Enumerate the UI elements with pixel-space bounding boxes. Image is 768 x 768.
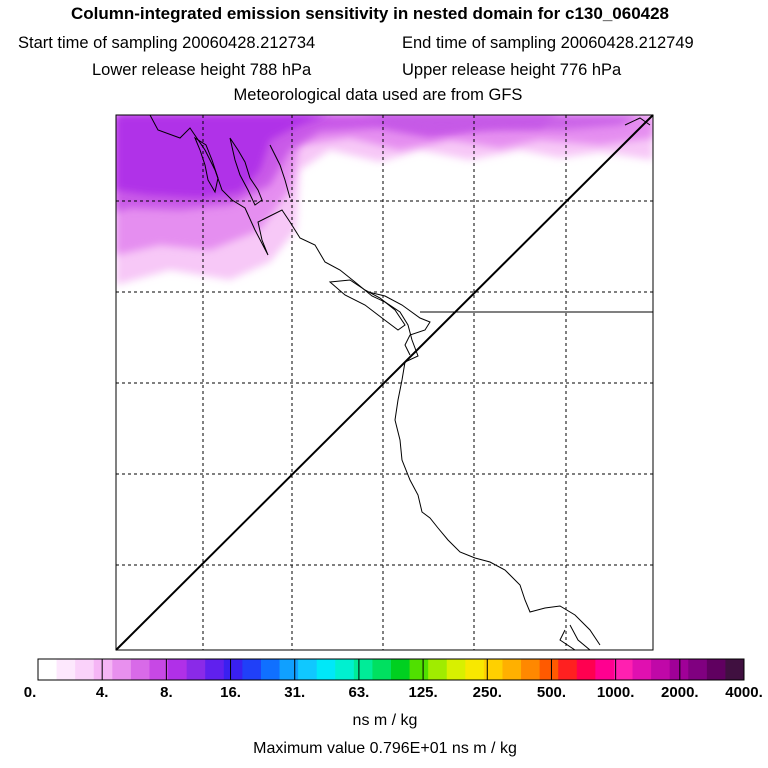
legend-swatch — [391, 659, 411, 680]
legend-swatch — [260, 659, 281, 680]
legend-label: 125. — [408, 684, 438, 701]
legend-swatch — [168, 659, 188, 680]
legend-swatch — [38, 659, 58, 680]
legend-swatch — [298, 659, 318, 680]
legend-label: 2000. — [661, 684, 699, 701]
legend-swatch — [428, 659, 448, 680]
legend-frame — [37, 658, 745, 681]
legend-swatch — [353, 659, 373, 680]
legend-swatch — [279, 659, 299, 680]
legend-swatch — [725, 659, 745, 680]
legend-swatch — [316, 659, 336, 680]
legend-swatch — [93, 659, 113, 680]
end-time: End time of sampling 20060428.212749 — [402, 34, 694, 52]
legend-swatch — [149, 659, 169, 680]
plume-core — [116, 115, 330, 198]
legend-label: 4. — [95, 684, 109, 701]
plume-top-band — [360, 115, 640, 132]
legend-label: 500. — [536, 684, 567, 701]
legend-swatch — [688, 659, 708, 680]
upper-release-height: Upper release height 776 hPa — [402, 61, 622, 79]
start-time: Start time of sampling 20060428.212734 — [18, 34, 316, 52]
legend-swatch — [651, 659, 671, 680]
legend-label: 0. — [23, 684, 37, 701]
legend-swatch — [446, 659, 466, 680]
legend-label: 4000. — [725, 684, 763, 701]
legend-swatch — [521, 659, 541, 680]
lower-release-height: Lower release height 788 hPa — [92, 61, 312, 79]
legend-swatch — [483, 659, 503, 680]
maximum-value: Maximum value 0.796E+01 ns m / kg — [253, 740, 517, 757]
map-title: Column-integrated emission sensitivity i… — [70, 4, 670, 23]
legend-swatch — [669, 659, 689, 680]
legend-swatch — [539, 659, 559, 680]
legend-swatch — [409, 659, 429, 680]
legend-swatch — [576, 659, 596, 680]
lat-lon-grid — [116, 115, 653, 650]
legend-label: 16. — [220, 684, 241, 701]
legend-units: ns m / kg — [352, 712, 418, 729]
legend-swatch — [242, 659, 262, 680]
legend-swatch — [56, 659, 76, 680]
legend-swatch — [595, 659, 615, 680]
coastline — [149, 115, 653, 650]
legend-swatch — [223, 659, 243, 680]
legend-swatch — [502, 659, 522, 680]
legend-label: 1000. — [596, 684, 635, 701]
met-data-source: Meteorological data used are from GFS — [233, 86, 523, 104]
map-frame — [115, 114, 654, 651]
legend-swatch — [335, 659, 355, 680]
legend-swatch — [112, 659, 132, 680]
diagonal-line — [115, 114, 654, 651]
legend-label: 63. — [348, 684, 370, 701]
legend-swatch — [613, 659, 634, 680]
legend-label: 250. — [472, 684, 502, 701]
legend-swatch — [205, 659, 225, 680]
legend-swatch — [706, 659, 726, 680]
legend-swatch — [75, 659, 95, 680]
legend-swatch — [558, 659, 578, 680]
legend-swatch — [632, 659, 652, 680]
legend-label: 8. — [160, 684, 173, 701]
legend-label: 31. — [284, 684, 306, 701]
legend-swatch — [186, 659, 206, 680]
legend-swatch — [130, 659, 150, 680]
legend-swatch — [465, 659, 485, 680]
legend-swatch — [372, 659, 392, 680]
